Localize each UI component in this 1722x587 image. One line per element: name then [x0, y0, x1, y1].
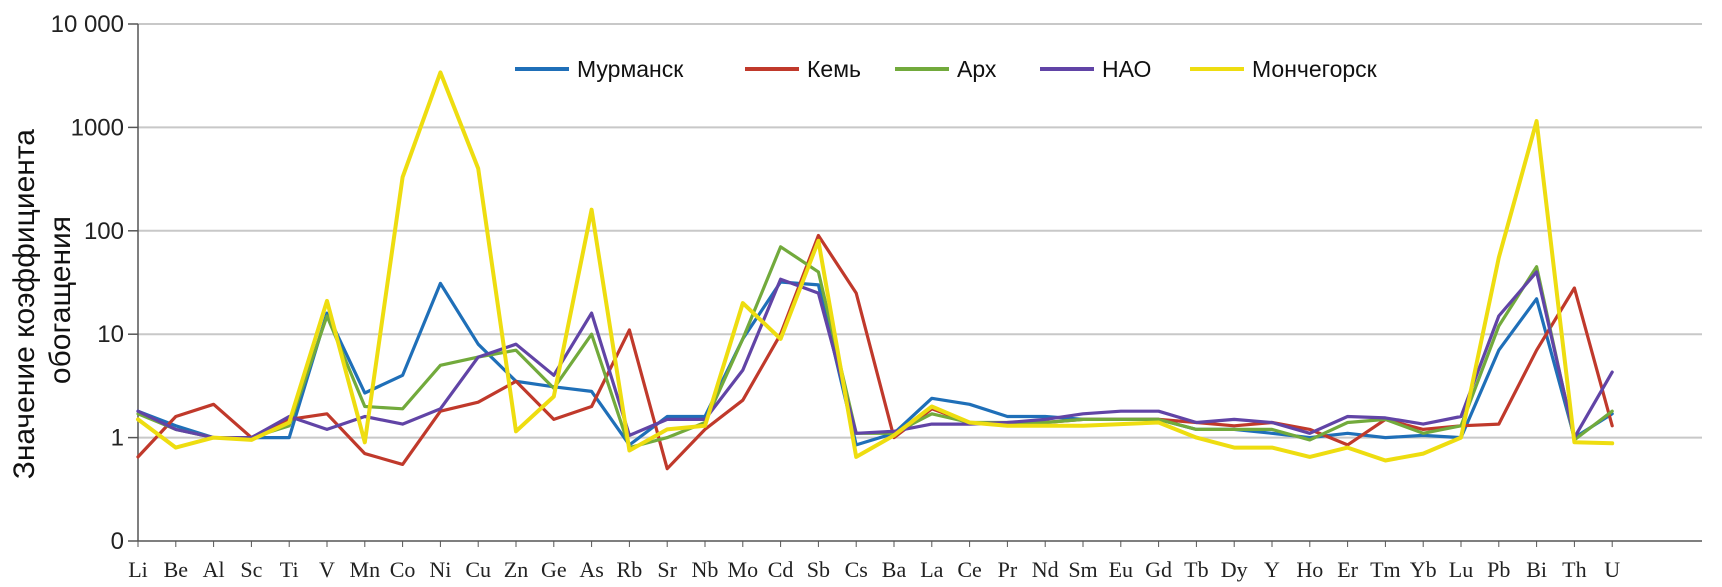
x-tick-label-li: Li — [128, 557, 148, 582]
x-tick-label-dy: Dy — [1221, 557, 1248, 582]
series-layer — [136, 70, 1615, 471]
legend: Мурманск Кемь Арх НАО Мончегорск — [515, 56, 1378, 82]
legend-label-2: Арх — [957, 56, 997, 82]
x-tick-label-nd: Nd — [1032, 557, 1059, 582]
x-tick-label-v: V — [319, 557, 335, 582]
x-tick-label-ce: Ce — [957, 557, 981, 582]
x-tick-label-nb: Nb — [692, 557, 719, 582]
x-tick-label-ba: Ba — [882, 557, 907, 582]
x-tick-label-pr: Pr — [998, 557, 1018, 582]
x-tick-label-sm: Sm — [1068, 557, 1097, 582]
x-tick-label-co: Co — [390, 557, 416, 582]
x-tick-label-ni: Ni — [429, 557, 451, 582]
x-tick-label-ho: Ho — [1296, 557, 1323, 582]
x-tick-label-sc: Sc — [240, 557, 262, 582]
legend-label-3: НАО — [1102, 56, 1151, 82]
axis-layer: 0 1 10 100 1000 10 000 Li Be Al Sc Ti V Mn Co Ni Cu Zn Ge… — [51, 11, 1702, 582]
x-tick-label-tb: Tb — [1184, 557, 1208, 582]
y-tick-label: 1000 — [71, 114, 124, 141]
x-tick-label-rb: Rb — [617, 557, 643, 582]
y-tick-label: 10 — [97, 321, 124, 348]
x-tick-label-al: Al — [203, 557, 225, 582]
legend-label-4: Мончегорск — [1252, 56, 1378, 82]
x-tick-label-lu: Lu — [1449, 557, 1473, 582]
x-tick-label-yb: Yb — [1410, 557, 1437, 582]
legend-label-1: Кемь — [807, 56, 861, 82]
y-tick-label: 1 — [111, 425, 124, 452]
y-tick-label: 10 000 — [51, 11, 124, 38]
x-tick-label-eu: Eu — [1109, 557, 1133, 582]
legend-label-0: Мурманск — [577, 56, 684, 82]
x-tick-label-as: As — [579, 557, 603, 582]
x-tick-label-bi: Bi — [1526, 557, 1547, 582]
x-tick-label-zn: Zn — [504, 557, 528, 582]
x-tick-label-be: Be — [164, 557, 188, 582]
series-line-1 — [136, 233, 1614, 471]
x-tick-label-gd: Gd — [1145, 557, 1172, 582]
y-axis-label: Значение коэффициента обогащения — [8, 121, 77, 480]
y-axis-label-line-1: Значение коэффициента — [8, 129, 41, 480]
x-tick-label-tm: Tm — [1370, 557, 1401, 582]
x-tick-label-mo: Mo — [728, 557, 759, 582]
x-tick-label-cs: Cs — [845, 557, 868, 582]
series-line-0 — [136, 280, 1614, 447]
x-tick-label-u: U — [1604, 557, 1620, 582]
y-axis-label-line-2: обогащения — [44, 216, 77, 384]
x-tick-label-ge: Ge — [541, 557, 567, 582]
x-tick-label-sr: Sr — [657, 557, 677, 582]
x-tick-label-mn: Mn — [350, 557, 381, 582]
x-tick-label-cd: Cd — [768, 557, 794, 582]
x-tick-label-sb: Sb — [807, 557, 830, 582]
x-tick-label-y: Y — [1264, 557, 1280, 582]
x-tick-label-er: Er — [1337, 557, 1358, 582]
x-tick-label-ti: Ti — [280, 557, 299, 582]
series-line-3 — [136, 270, 1614, 440]
series-line-4 — [136, 70, 1615, 463]
x-tick-label-cu: Cu — [465, 557, 491, 582]
x-tick-label-pb: Pb — [1487, 557, 1510, 582]
x-tick-label-th: Th — [1562, 557, 1586, 582]
x-tick-label-la: La — [920, 557, 943, 582]
y-tick-label: 0 — [111, 528, 124, 555]
y-tick-label: 100 — [84, 218, 124, 245]
